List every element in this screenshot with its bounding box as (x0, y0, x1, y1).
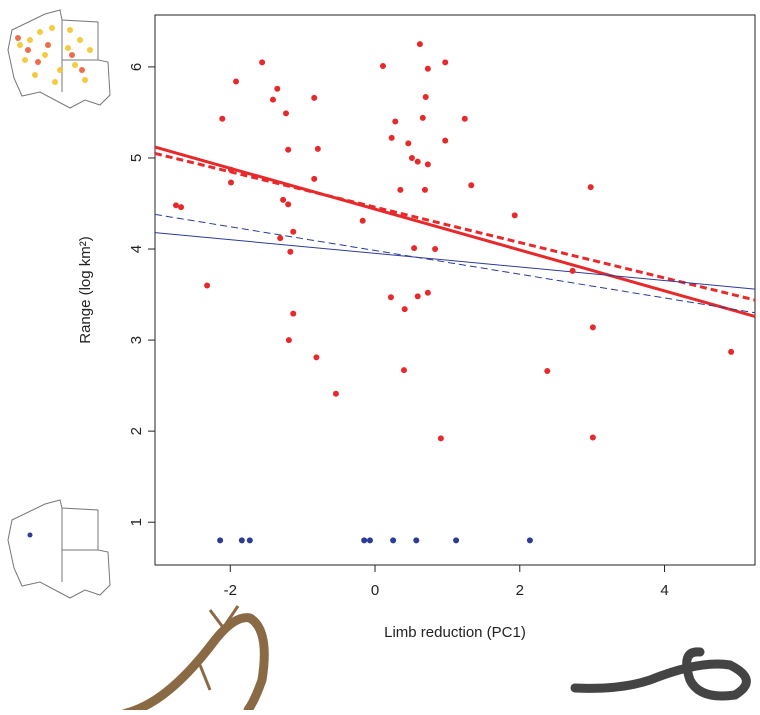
point (283, 110, 290, 117)
point (422, 93, 429, 100)
point (526, 537, 533, 544)
point (290, 228, 297, 235)
fit-line (154, 213, 756, 314)
point (411, 245, 418, 252)
point (589, 434, 596, 441)
point (227, 166, 234, 173)
y-axis-label: Range (log km²) (77, 236, 94, 344)
point (285, 337, 292, 344)
point (432, 246, 439, 253)
y-tick-label: 3 (128, 336, 145, 344)
map-bottom (7, 499, 111, 599)
point (468, 182, 475, 189)
point (392, 118, 399, 125)
x-tick-label: -2 (224, 582, 237, 599)
point (314, 145, 321, 152)
point (589, 324, 596, 331)
point (178, 204, 185, 211)
y-tick-label: 1 (128, 518, 145, 526)
point (461, 115, 468, 122)
point (233, 78, 240, 85)
point (424, 289, 431, 296)
y-tick-label: 4 (128, 245, 145, 253)
point (274, 85, 281, 92)
skink-image (570, 647, 751, 701)
y-tick-label: 5 (128, 154, 145, 162)
fit-line (154, 151, 756, 302)
point (277, 235, 284, 242)
point (332, 390, 339, 397)
point (387, 294, 394, 301)
x-axis-label: Limb reduction (PC1) (384, 624, 526, 641)
point (227, 179, 234, 186)
point (280, 196, 287, 203)
point (400, 367, 407, 374)
point (442, 137, 449, 144)
point (424, 65, 431, 72)
x-tick-label: 0 (371, 582, 379, 599)
point (511, 212, 518, 219)
point (219, 115, 226, 122)
point (359, 217, 366, 224)
point (437, 435, 444, 442)
point (290, 310, 297, 317)
plot-frame (154, 14, 756, 566)
point (453, 537, 460, 544)
point (424, 161, 431, 168)
point (421, 186, 428, 193)
point (416, 41, 423, 48)
point (390, 537, 397, 544)
point (285, 201, 292, 208)
point (419, 114, 426, 121)
x-tick-label: 2 (516, 582, 524, 599)
point (728, 348, 735, 355)
point (397, 186, 404, 193)
point (413, 537, 420, 544)
fit-line (154, 232, 756, 290)
point (414, 293, 421, 300)
point (408, 154, 415, 161)
point (361, 537, 368, 544)
lizard-image (116, 605, 269, 715)
point (285, 146, 292, 153)
point (401, 306, 408, 313)
point (287, 248, 294, 255)
point (246, 537, 253, 544)
y-tick-label: 2 (128, 427, 145, 435)
point (217, 537, 224, 544)
y-tick-label: 6 (128, 63, 145, 71)
point (313, 354, 320, 361)
point (414, 158, 421, 165)
point (544, 368, 551, 375)
point (405, 140, 412, 147)
point (238, 537, 245, 544)
point (269, 96, 276, 103)
point (388, 134, 395, 141)
fit-line (154, 145, 756, 318)
point (442, 59, 449, 66)
point (366, 537, 373, 544)
point (311, 175, 318, 182)
point (172, 202, 179, 209)
point (204, 282, 211, 289)
point (311, 94, 318, 101)
point (587, 184, 594, 191)
point (569, 267, 576, 274)
point (379, 62, 386, 69)
map-top (7, 9, 111, 109)
x-tick-label: 4 (660, 582, 668, 599)
point (259, 59, 266, 66)
